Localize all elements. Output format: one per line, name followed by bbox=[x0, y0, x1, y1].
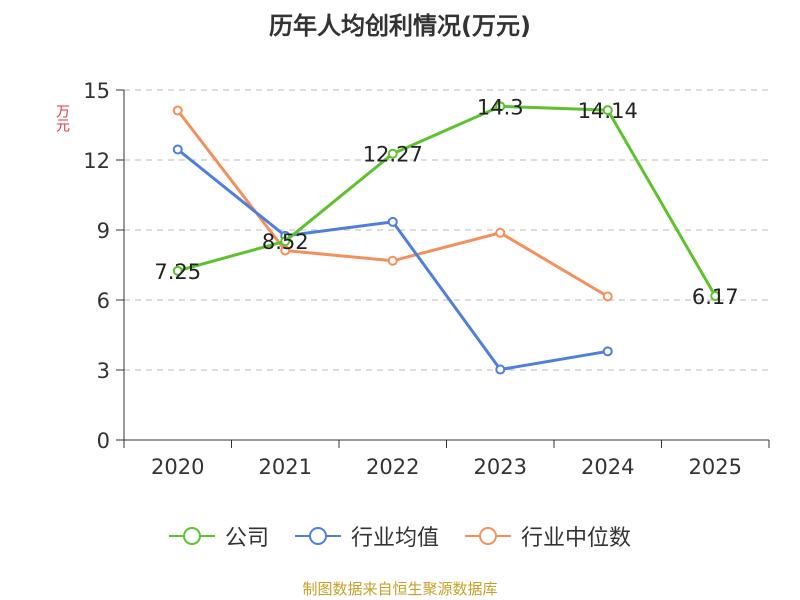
series-2-point-2022 bbox=[387, 255, 398, 266]
series-line-0 bbox=[177, 104, 717, 297]
axes: 0 3 6 9 12 15 2020 2021 2022 2023 2024 2025 bbox=[83, 79, 770, 479]
legend-item-company[interactable]: 公司 bbox=[168, 520, 269, 552]
legend-item-industry-average[interactable]: 行业均值 bbox=[294, 520, 439, 552]
y-tick-label-3: 3 bbox=[97, 359, 110, 383]
series-1-point-2023 bbox=[495, 364, 506, 375]
x-tick-label-2023: 2023 bbox=[474, 455, 527, 479]
series-2-point-2023 bbox=[495, 227, 506, 238]
series-0-point-2021 bbox=[280, 236, 291, 247]
y-tick-label-15: 15 bbox=[83, 79, 110, 103]
y-tick-label-9: 9 bbox=[97, 219, 110, 243]
data-labels: 7.25 8.52 12.27 14.3 14.14 6.17 bbox=[154, 95, 738, 309]
y-axis-unit-label: 万元 bbox=[54, 104, 70, 132]
chart-title: 历年人均创利情况(万元) bbox=[269, 12, 531, 40]
series-1-point-2020 bbox=[172, 144, 183, 155]
legend-marker-industry-average bbox=[294, 527, 341, 545]
x-tick-label-2024: 2024 bbox=[581, 455, 634, 479]
legend-label-company: 公司 bbox=[224, 526, 269, 551]
series-1-point-2022 bbox=[387, 216, 398, 227]
legend-marker-industry-median bbox=[465, 527, 511, 545]
data-label-company-2021: 8.52 bbox=[262, 230, 309, 254]
data-label-company-2023: 14.3 bbox=[477, 95, 524, 119]
x-tick-label-2022: 2022 bbox=[366, 455, 419, 479]
y-tick-label-6: 6 bbox=[97, 289, 110, 313]
series-2-point-2024 bbox=[602, 291, 613, 302]
x-tick-label-2020: 2020 bbox=[151, 455, 204, 479]
data-label-company-2025: 6.17 bbox=[692, 285, 739, 309]
series-2-point-2020 bbox=[172, 105, 183, 116]
x-tick-label-2025: 2025 bbox=[689, 455, 742, 479]
series-0-point-2025 bbox=[710, 291, 721, 302]
y-tick-label-0: 0 bbox=[97, 429, 110, 453]
data-label-company-2024: 14.14 bbox=[578, 99, 638, 123]
data-label-company-2020: 7.25 bbox=[154, 260, 201, 284]
data-source-note: 制图数据来自恒生聚源数据库 bbox=[302, 580, 498, 598]
grid-lines bbox=[124, 89, 769, 371]
legend-item-industry-median[interactable]: 行业中位数 bbox=[465, 520, 631, 552]
series-lines bbox=[172, 101, 721, 375]
legend-label-industry-average: 行业均值 bbox=[350, 526, 439, 551]
series-0-point-2022 bbox=[387, 148, 398, 159]
series-0-point-2024 bbox=[602, 105, 613, 116]
series-2-point-2021 bbox=[280, 245, 291, 256]
data-label-company-2022: 12.27 bbox=[363, 143, 423, 167]
series-0-point-2020 bbox=[172, 265, 183, 276]
legend-label-industry-median: 行业中位数 bbox=[521, 526, 632, 551]
y-tick-label-12: 12 bbox=[83, 149, 110, 173]
legend-marker-company bbox=[168, 527, 215, 545]
x-tick-label-2021: 2021 bbox=[259, 455, 312, 479]
series-0-point-2023 bbox=[495, 101, 506, 112]
series-line-2 bbox=[176, 109, 609, 298]
legend: 公司 行业均值 行业中位数 bbox=[0, 520, 800, 552]
series-1-point-2024 bbox=[602, 346, 613, 357]
